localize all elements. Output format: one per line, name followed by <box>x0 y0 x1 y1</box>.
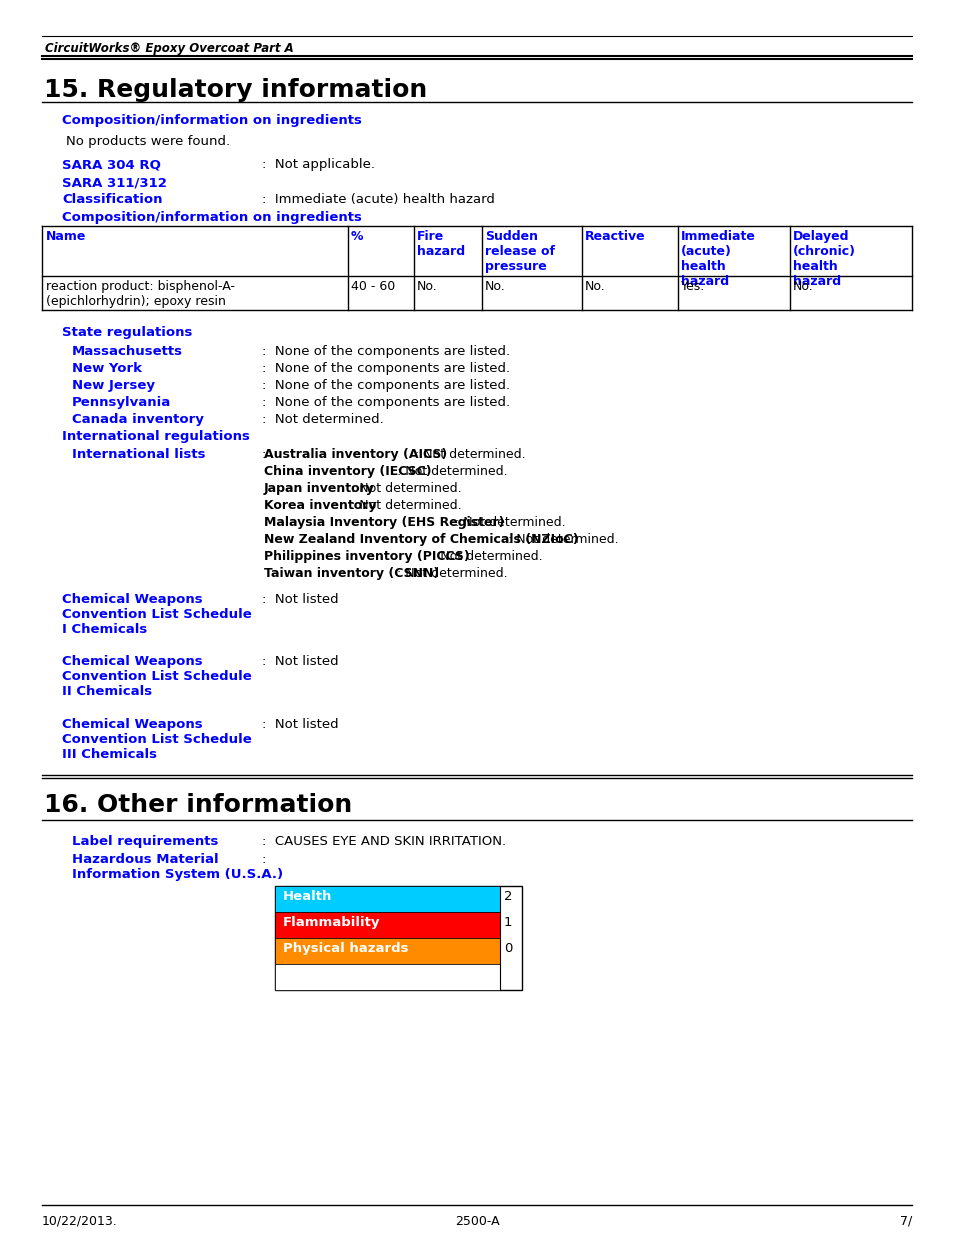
Text: :  Not listed: : Not listed <box>262 593 338 606</box>
Text: International regulations: International regulations <box>62 430 250 443</box>
Text: No.: No. <box>584 280 605 293</box>
Text: :  Not listed: : Not listed <box>262 655 338 668</box>
Text: 10/22/2013.: 10/22/2013. <box>42 1215 117 1228</box>
Bar <box>274 885 499 911</box>
Text: reaction product: bisphenol-A-
(epichlorhydrin); epoxy resin: reaction product: bisphenol-A- (epichlor… <box>46 280 234 308</box>
Text: Name: Name <box>46 230 87 243</box>
Text: Philippines inventory (PICCS): Philippines inventory (PICCS) <box>264 550 469 563</box>
Bar <box>274 911 499 939</box>
Bar <box>274 965 499 990</box>
Text: No.: No. <box>416 280 437 293</box>
Bar <box>274 885 521 990</box>
Text: Reactive: Reactive <box>584 230 645 243</box>
Text: :  None of the components are listed.: : None of the components are listed. <box>262 379 510 391</box>
Text: :  Not determined.: : Not determined. <box>262 412 383 426</box>
Text: New York: New York <box>71 362 142 375</box>
Text: No.: No. <box>484 280 505 293</box>
Text: No products were found.: No products were found. <box>66 135 230 148</box>
Text: SARA 304 RQ: SARA 304 RQ <box>62 158 161 170</box>
Text: Health: Health <box>283 890 332 903</box>
Text: : Not determined.: : Not determined. <box>351 499 461 513</box>
Text: 40 - 60: 40 - 60 <box>351 280 395 293</box>
Text: :  None of the components are listed.: : None of the components are listed. <box>262 396 510 409</box>
Text: Composition/information on ingredients: Composition/information on ingredients <box>62 211 361 224</box>
Text: 2: 2 <box>503 890 512 903</box>
Text: : Not determined.: : Not determined. <box>415 448 525 461</box>
Text: Composition/information on ingredients: Composition/information on ingredients <box>62 114 361 127</box>
Text: :  Not listed: : Not listed <box>262 718 338 731</box>
Text: : Not determined.: : Not determined. <box>432 550 542 563</box>
Text: Yes.: Yes. <box>680 280 704 293</box>
Text: :: : <box>262 853 266 866</box>
Text: :  CAUSES EYE AND SKIN IRRITATION.: : CAUSES EYE AND SKIN IRRITATION. <box>262 835 506 848</box>
Text: :  None of the components are listed.: : None of the components are listed. <box>262 345 510 358</box>
Text: : Not determined.: : Not determined. <box>455 516 565 529</box>
Text: Chemical Weapons
Convention List Schedule
III Chemicals: Chemical Weapons Convention List Schedul… <box>62 718 252 761</box>
Text: Classification: Classification <box>62 193 162 206</box>
Text: 1: 1 <box>503 916 512 929</box>
Text: 16. Other information: 16. Other information <box>44 793 352 818</box>
Text: Chemical Weapons
Convention List Schedule
II Chemicals: Chemical Weapons Convention List Schedul… <box>62 655 252 698</box>
Text: Delayed
(chronic)
health
hazard: Delayed (chronic) health hazard <box>792 230 855 288</box>
Text: Pennsylvania: Pennsylvania <box>71 396 172 409</box>
Text: Sudden
release of
pressure: Sudden release of pressure <box>484 230 555 273</box>
Text: Chemical Weapons
Convention List Schedule
I Chemicals: Chemical Weapons Convention List Schedul… <box>62 593 252 636</box>
Text: Australia inventory (AICS): Australia inventory (AICS) <box>264 448 447 461</box>
Text: International lists: International lists <box>71 448 205 461</box>
Text: Taiwan inventory (CSNN): Taiwan inventory (CSNN) <box>264 567 438 580</box>
Text: Malaysia Inventory (EHS Register): Malaysia Inventory (EHS Register) <box>264 516 504 529</box>
Text: State regulations: State regulations <box>62 326 193 338</box>
Text: Fire
hazard: Fire hazard <box>416 230 465 258</box>
Text: : Not determined.: : Not determined. <box>397 567 508 580</box>
Text: CircuitWorks® Epoxy Overcoat Part A: CircuitWorks® Epoxy Overcoat Part A <box>45 42 294 56</box>
Text: : Not determined.: : Not determined. <box>351 482 461 495</box>
Text: China inventory (IECSC): China inventory (IECSC) <box>264 466 431 478</box>
Text: No.: No. <box>792 280 813 293</box>
Text: Physical hazards: Physical hazards <box>283 942 408 955</box>
Text: 7/: 7/ <box>899 1215 911 1228</box>
Text: Flammability: Flammability <box>283 916 380 929</box>
Text: Label requirements: Label requirements <box>71 835 218 848</box>
Text: Japan inventory: Japan inventory <box>264 482 375 495</box>
Text: Hazardous Material
Information System (U.S.A.): Hazardous Material Information System (U… <box>71 853 283 881</box>
Text: 0: 0 <box>503 942 512 955</box>
Text: 15. Regulatory information: 15. Regulatory information <box>44 78 427 103</box>
Text: :: : <box>262 448 266 461</box>
Text: %: % <box>351 230 363 243</box>
Text: SARA 311/312: SARA 311/312 <box>62 177 167 189</box>
Text: : Not determined.: : Not determined. <box>507 534 618 546</box>
Text: Immediate
(acute)
health
hazard: Immediate (acute) health hazard <box>680 230 755 288</box>
Text: Korea inventory: Korea inventory <box>264 499 376 513</box>
Bar <box>274 939 499 965</box>
Text: : Not determined.: : Not determined. <box>397 466 508 478</box>
Text: Canada inventory: Canada inventory <box>71 412 204 426</box>
Text: :  Immediate (acute) health hazard: : Immediate (acute) health hazard <box>262 193 495 206</box>
Text: 2500-A: 2500-A <box>455 1215 498 1228</box>
Text: Massachusetts: Massachusetts <box>71 345 183 358</box>
Text: New Zealand Inventory of Chemicals (NZIoC): New Zealand Inventory of Chemicals (NZIo… <box>264 534 578 546</box>
Text: :  None of the components are listed.: : None of the components are listed. <box>262 362 510 375</box>
Text: :  Not applicable.: : Not applicable. <box>262 158 375 170</box>
Text: New Jersey: New Jersey <box>71 379 154 391</box>
